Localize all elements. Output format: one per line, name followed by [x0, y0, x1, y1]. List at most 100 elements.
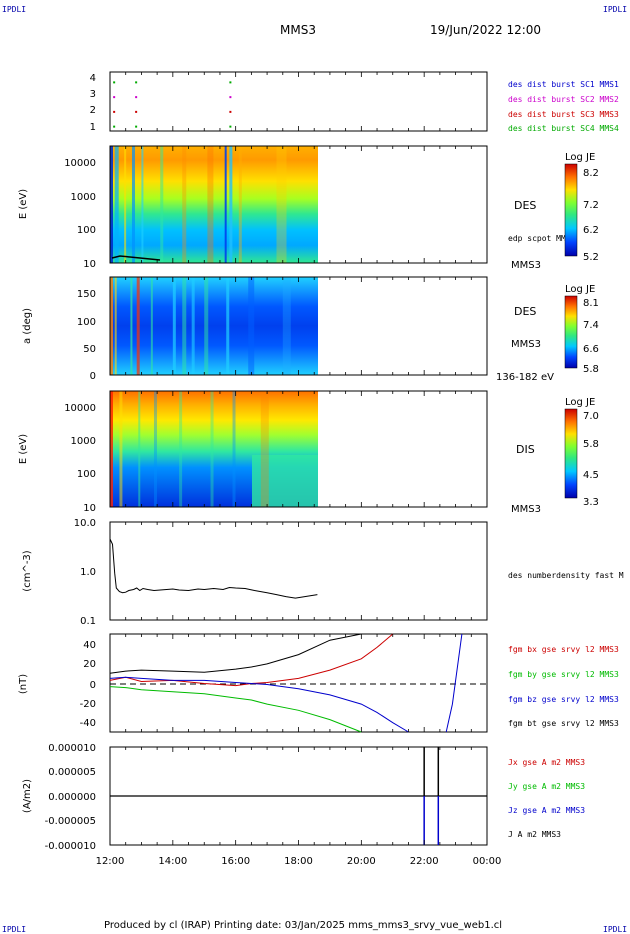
current-ylabel: (A/m2) [22, 779, 33, 813]
density-line [109, 538, 318, 599]
dis-energy-cbar-tick-1: 5.8 [583, 439, 599, 450]
spacecraft-title: MMS3 [280, 23, 316, 37]
time-tick-1400: 14:00 [158, 856, 187, 867]
spectrogram-stripe [224, 146, 227, 263]
date-title: 19/Jun/2022 12:00 [430, 23, 541, 37]
corner-label-top-left: IPDLI [2, 5, 26, 14]
des-energy-ytick-10000: 10000 [64, 158, 96, 169]
burst-panel-frame [109, 71, 488, 132]
des-energy-colorbar [564, 163, 578, 257]
corner-label-bottom-right: IPDLI [603, 925, 627, 934]
time-tick-2000: 20:00 [347, 856, 376, 867]
time-tick-1200: 12:00 [96, 856, 125, 867]
current-legend-jy: Jy gse A m2 MMS3 [508, 782, 585, 791]
des-pitch-cbar-title: Log JE [565, 284, 595, 295]
des-energy-ytick-10: 10 [83, 259, 96, 270]
burst-mark [229, 96, 232, 99]
burst-mark [135, 110, 138, 113]
burst-panel: 4 3 2 1 des dist burst SC1 MMS1 des dist… [90, 71, 619, 133]
spectrogram-stripe [182, 277, 187, 375]
dis-energy-ytick-10: 10 [83, 503, 96, 514]
des-scpot-trace [111, 255, 161, 261]
des-energy-ylabel: E (eV) [18, 189, 29, 219]
dis-energy-ylabel: E (eV) [18, 434, 29, 464]
spectrogram-stripe [207, 146, 214, 263]
fgm-panel: (nT) 40 20 0 -20 -40 fgm bx gse srvy l2 … [18, 633, 619, 733]
spectrogram-stripe [179, 391, 183, 507]
spectrogram-stripe [131, 146, 135, 263]
fgm-bz-line [109, 633, 463, 733]
fgm-legend-bz: fgm bz gse srvy l2 MMS3 [508, 695, 619, 704]
des-pitch-ytick-50: 50 [83, 344, 96, 355]
density-legend: des numberdensity fast M [508, 571, 624, 580]
burst-ytick-4: 4 [90, 73, 96, 84]
current-legend-j: J A m2 MMS3 [508, 830, 561, 839]
burst-legend-mms2: des dist burst SC2 MMS2 [508, 95, 619, 104]
time-tick-0000: 00:00 [473, 856, 502, 867]
des-energy-spectrogram [110, 146, 318, 263]
burst-legend-mms4: des dist burst SC4 MMS4 [508, 124, 619, 133]
density-ylabel: (cm^-3) [22, 550, 33, 591]
spectrogram-stripe [282, 277, 291, 375]
des-pitch-ytick-100: 100 [77, 317, 96, 328]
dis-energy-cbar-tick-3: 3.3 [583, 497, 599, 508]
current-ytick-1: 0.000005 [48, 767, 96, 778]
current-ytick-0: 0.000010 [48, 743, 96, 754]
fgm-bx-line [109, 633, 394, 687]
des-pitch-energy-range: 136-182 eV [496, 372, 554, 383]
des-energy-ytick-1000: 1000 [71, 192, 96, 203]
current-ytick-2: 0.000000 [48, 792, 96, 803]
burst-legend-mms3: des dist burst SC3 MMS3 [508, 110, 619, 119]
burst-mark [135, 81, 138, 84]
des-energy-cbar-title: Log JE [565, 152, 595, 163]
spectrogram-stripe [136, 277, 140, 375]
density-ytick-10: 10.0 [74, 518, 96, 529]
spectrogram-stripe [226, 277, 230, 375]
des-energy-cbar-tick-2: 6.2 [583, 225, 599, 236]
fgm-by-line [110, 687, 474, 732]
des-energy-panel: E (eV) 10000 1000 100 10 DES edp scpot M… [18, 145, 599, 271]
spectrogram-stripe [110, 277, 113, 375]
dis-energy-cbar-title: Log JE [565, 397, 595, 408]
time-tick-2200: 22:00 [410, 856, 439, 867]
time-tick-1600: 16:00 [221, 856, 250, 867]
spectrogram-stripe [130, 277, 133, 375]
density-panel: (cm^-3) 10.0 1.0 0.1 des numberdensity f… [22, 518, 624, 627]
time-axis: 12:00 14:00 16:00 18:00 20:00 22:00 00:0… [96, 856, 502, 867]
burst-mark [229, 110, 232, 113]
spectrogram-stripe [276, 146, 287, 263]
des-energy-sc-label: MMS3 [511, 260, 541, 271]
spectrogram-stripe [160, 146, 164, 263]
burst-mark [229, 81, 232, 84]
current-ytick-4: -0.000010 [45, 841, 96, 852]
des-pitch-cbar-tick-1: 7.4 [583, 320, 599, 331]
des-pitch-ytick-0: 0 [90, 371, 96, 382]
current-legend-jx: Jx gse A m2 MMS3 [508, 758, 585, 767]
fgm-ytick-0: 0 [90, 680, 96, 691]
burst-mark [135, 96, 138, 99]
density-frame [109, 521, 488, 621]
dis-energy-ytick-1000: 1000 [71, 436, 96, 447]
burst-ytick-3: 3 [90, 89, 96, 100]
dis-energy-ytick-10000: 10000 [64, 403, 96, 414]
burst-ytick-2: 2 [90, 105, 96, 116]
density-ytick-1: 1.0 [80, 567, 96, 578]
spectrogram-stripe [110, 146, 113, 263]
des-pitch-label: DES [514, 305, 536, 318]
burst-mark [229, 125, 232, 128]
des-energy-cbar-tick-3: 5.2 [583, 252, 599, 263]
des-pitch-sc-label: MMS3 [511, 339, 541, 350]
des-pitch-panel: a (deg) 150 100 50 0 DES MMS3 136-182 eV… [22, 276, 599, 383]
dis-energy-sc-label: MMS3 [511, 504, 541, 515]
des-pitch-ytick-150: 150 [77, 289, 96, 300]
des-pitch-cbar-tick-3: 5.8 [583, 364, 599, 375]
des-pitch-colorbar [564, 295, 578, 369]
fgm-legend-by: fgm by gse srvy l2 MMS3 [508, 670, 619, 679]
corner-label-bottom-left: IPDLI [2, 925, 26, 934]
spectrogram-stripe [172, 277, 176, 375]
spectrogram-stripe [260, 391, 269, 507]
des-energy-label: DES [514, 199, 536, 212]
dis-energy-cbar-tick-2: 4.5 [583, 470, 599, 481]
spectrogram-stripe [232, 391, 236, 507]
